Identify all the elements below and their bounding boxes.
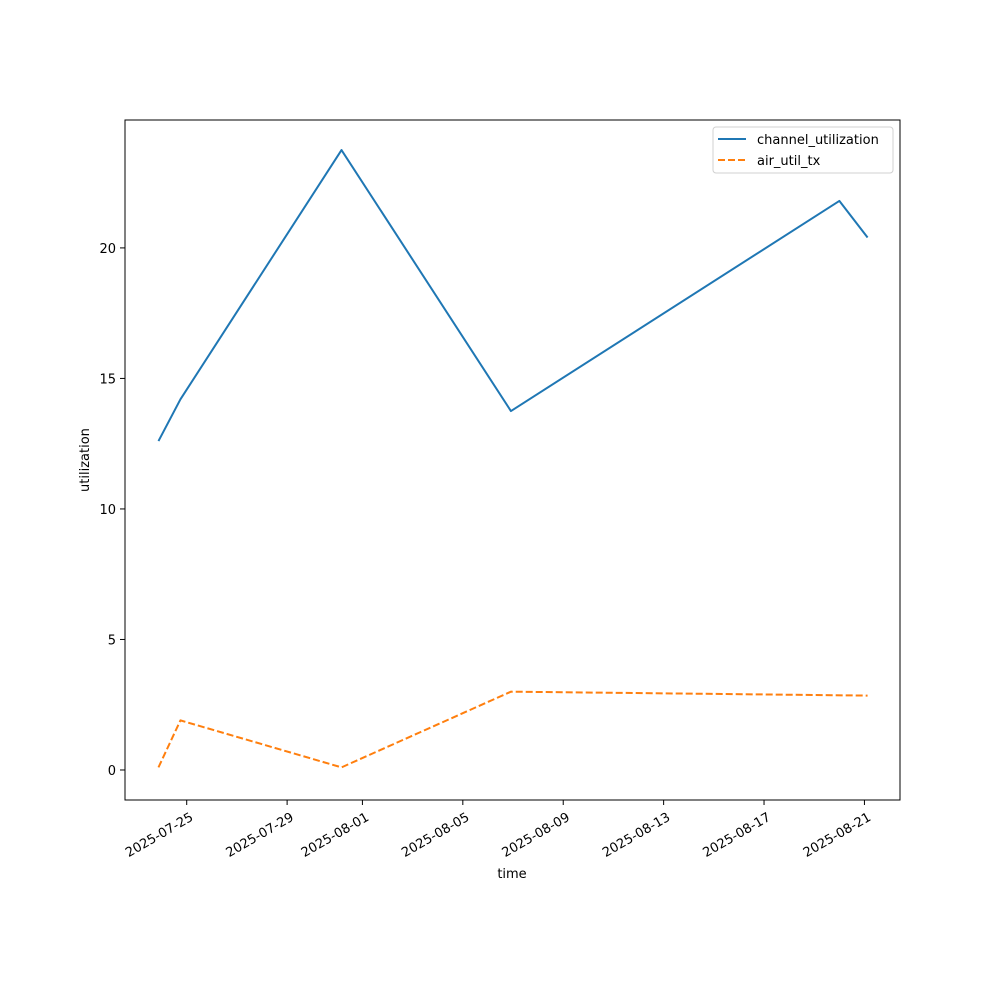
y-tick-label: 0 bbox=[108, 764, 116, 779]
x-tick-label: 2025-07-29 bbox=[224, 810, 297, 861]
legend-label-channel-utilization: channel_utilization bbox=[757, 133, 879, 148]
x-tick-label: 2025-07-25 bbox=[123, 810, 196, 861]
series-line-channel-utilization bbox=[157, 149, 869, 442]
x-tick-label: 2025-08-21 bbox=[801, 810, 874, 861]
x-axis-label: time bbox=[497, 867, 526, 882]
x-tick-label: 2025-08-05 bbox=[399, 810, 472, 861]
x-tick-label: 2025-08-13 bbox=[600, 810, 673, 861]
plot-area bbox=[125, 120, 900, 800]
y-tick-label: 10 bbox=[99, 503, 116, 518]
series-line-air-util-tx bbox=[157, 690, 868, 769]
x-tick-label: 2025-08-17 bbox=[700, 810, 773, 861]
plot-frame bbox=[124, 119, 901, 801]
y-tick-label: 15 bbox=[99, 372, 116, 387]
x-tick-label: 2025-08-09 bbox=[500, 810, 573, 861]
y-axis: 0 5 10 15 20 bbox=[99, 242, 125, 779]
series-layer bbox=[157, 149, 869, 769]
y-axis-label: utilization bbox=[78, 428, 93, 492]
legend-box bbox=[712, 126, 894, 174]
x-axis: 2025-07-25 2025-07-29 2025-08-01 2025-08-05… bbox=[123, 800, 874, 861]
y-tick-label: 20 bbox=[99, 242, 116, 257]
x-tick-label: 2025-08-01 bbox=[299, 810, 372, 861]
y-tick-label: 5 bbox=[108, 633, 116, 648]
legend: channel_utilization air_util_tx bbox=[712, 126, 894, 174]
legend-label-air-util-tx: air_util_tx bbox=[757, 154, 821, 169]
